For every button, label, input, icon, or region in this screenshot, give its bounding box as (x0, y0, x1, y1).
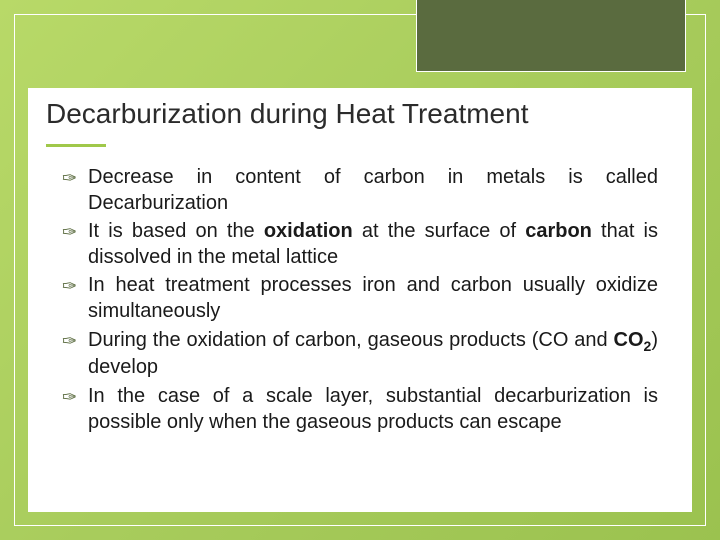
bullet-text: During the oxidation of carbon, gaseous … (88, 329, 658, 379)
bullet-icon: ✑ (62, 386, 82, 406)
bullet-icon: ✑ (62, 275, 82, 295)
bullet-icon: ✑ (62, 167, 82, 187)
bullet-icon: ✑ (62, 221, 82, 241)
bullet-list: ✑ Decrease in content of carbon in metals… (28, 165, 692, 435)
bullet-item: ✑ In heat treatment processes iron and ca… (62, 273, 658, 324)
content-panel: Decarburization during Heat Treatment ✑ D… (28, 88, 692, 512)
bullet-item: ✑ Decrease in content of carbon in metals… (62, 165, 658, 216)
corner-decoration (416, 0, 686, 72)
bullet-text: It is based on the oxidation at the surf… (88, 220, 658, 268)
bullet-text: In heat treatment processes iron and car… (88, 274, 658, 322)
bullet-item: ✑ During the oxidation of carbon, gaseous… (62, 328, 658, 382)
bullet-item: ✑ It is based on the oxidation at the sur… (62, 219, 658, 270)
bullet-text: Decrease in content of carbon in metals … (88, 166, 658, 214)
bullet-icon: ✑ (62, 330, 82, 350)
slide-title: Decarburization during Heat Treatment (28, 88, 692, 144)
bullet-item: ✑ In the case of a scale layer, substanti… (62, 384, 658, 435)
title-underline (46, 144, 106, 147)
bullet-text: In the case of a scale layer, substantia… (88, 385, 658, 433)
